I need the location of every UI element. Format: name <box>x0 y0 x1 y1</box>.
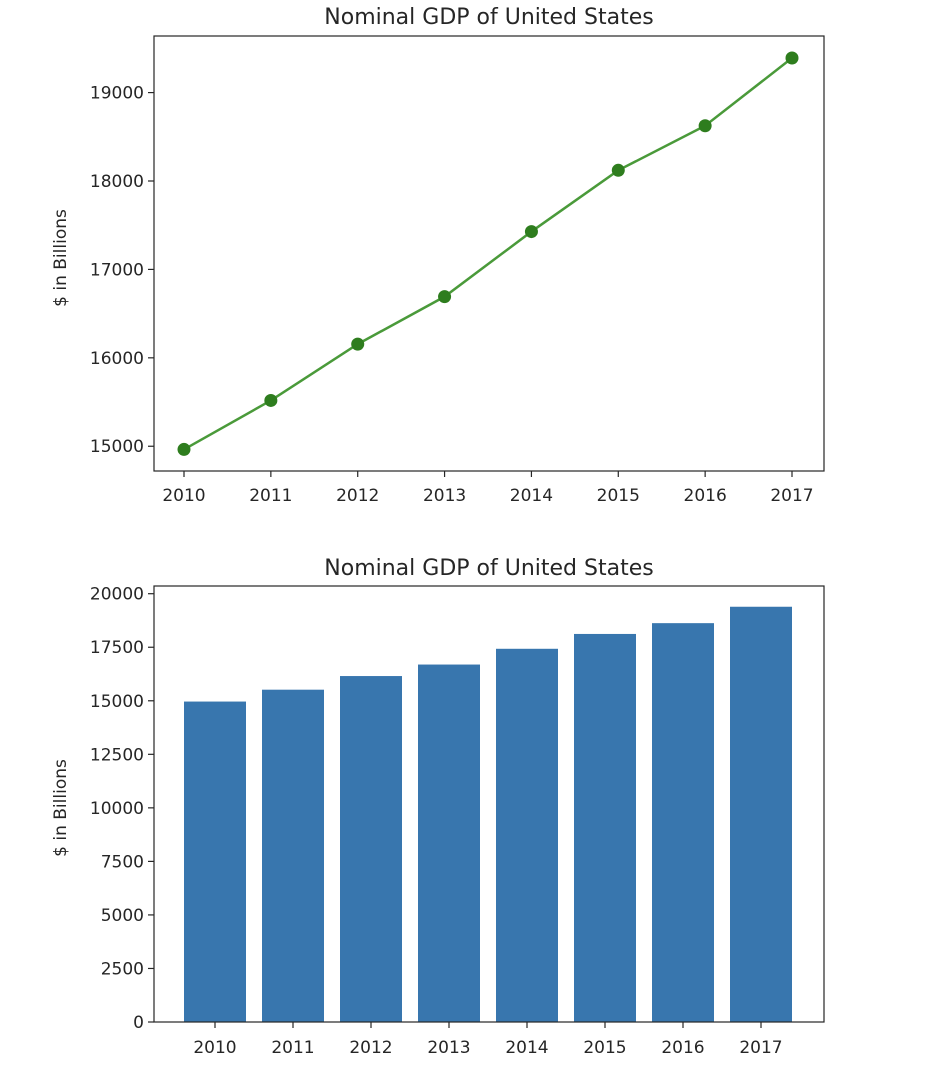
bar-chart-xtick-label: 2016 <box>661 1038 704 1058</box>
line-chart-ytick-label: 19000 <box>90 84 144 104</box>
line-chart-point <box>785 51 799 65</box>
bar-chart-xtick-label: 2010 <box>193 1038 236 1058</box>
line-chart-frame <box>153 35 825 472</box>
bar-chart-x-axis: 2010 2011 2012 2013 2014 2015 2016 2017 <box>193 1022 783 1058</box>
bar-chart-ytick-label: 15000 <box>90 692 144 712</box>
bar-chart-bar <box>652 623 714 1022</box>
bar-chart-xtick-label: 2013 <box>427 1038 470 1058</box>
line-chart-point <box>438 290 452 304</box>
line-chart-point <box>264 393 278 407</box>
line-chart-point <box>698 119 712 133</box>
line-chart-y-axis: 15000 16000 17000 18000 19000 <box>90 84 154 457</box>
bar-chart-ytick-label: 5000 <box>101 906 144 926</box>
bar-chart-bar <box>418 664 480 1022</box>
bar-chart-frame <box>153 585 825 1023</box>
line-chart-ylabel: $ in Billions <box>51 209 71 307</box>
bar-chart-xtick-label: 2015 <box>583 1038 626 1058</box>
bar-chart-xtick-label: 2011 <box>271 1038 314 1058</box>
line-chart-xtick-label: 2017 <box>770 486 813 506</box>
line-chart-x-axis: 2010 2011 2012 2013 2014 2015 2016 2017 <box>162 471 814 506</box>
bar-chart-xtick-label: 2014 <box>505 1038 548 1058</box>
bar-chart-ytick-label: 2500 <box>101 959 144 979</box>
bar-chart-xtick-label: 2017 <box>739 1038 782 1058</box>
line-chart-xtick-label: 2016 <box>684 486 727 506</box>
bar-chart-ytick-label: 0 <box>133 1013 144 1033</box>
line-chart-point <box>611 163 625 177</box>
bar-chart-ytick-label: 17500 <box>90 638 144 658</box>
line-chart-ytick-label: 18000 <box>90 172 144 192</box>
bar-chart-title: Nominal GDP of United States <box>324 556 653 581</box>
bar-chart-bar <box>340 676 402 1022</box>
line-chart-xtick-label: 2010 <box>162 486 205 506</box>
bar-chart-bar <box>496 648 558 1022</box>
bar-chart-ytick-label: 10000 <box>90 799 144 819</box>
bar-chart-ytick-label: 12500 <box>90 745 144 765</box>
line-chart-xtick-label: 2011 <box>249 486 292 506</box>
bar-chart-ytick-label: 20000 <box>90 585 144 605</box>
bar-chart-y-axis: 0 2500 5000 7500 10000 12500 15000 17500 20000 <box>90 585 154 1033</box>
bar-chart-bar <box>184 701 246 1022</box>
line-chart-xtick-label: 2015 <box>597 486 640 506</box>
line-chart-xtick-label: 2012 <box>336 486 379 506</box>
bar-chart-bar <box>574 633 636 1022</box>
line-chart-series-line <box>183 57 793 451</box>
line-chart-ytick-label: 16000 <box>90 349 144 369</box>
bar-chart-ytick-label: 7500 <box>101 852 144 872</box>
bar-chart-xtick-label: 2012 <box>349 1038 392 1058</box>
line-chart-ytick-label: 15000 <box>90 437 144 457</box>
line-chart-point <box>351 337 365 351</box>
bar-chart-ylabel: $ in Billions <box>51 759 71 857</box>
bar-chart-bar <box>730 606 792 1022</box>
line-chart-series <box>177 51 799 456</box>
line-chart-point <box>524 225 538 239</box>
bar-chart: Nominal GDP of United States $ in Billio… <box>51 556 825 1058</box>
line-chart-point <box>177 442 191 456</box>
line-chart-xtick-label: 2014 <box>510 486 553 506</box>
line-chart-title: Nominal GDP of United States <box>324 5 653 30</box>
bar-chart-series <box>184 606 792 1022</box>
line-chart-ytick-label: 17000 <box>90 260 144 280</box>
line-chart: Nominal GDP of United States $ in Billio… <box>51 5 825 506</box>
line-chart-xtick-label: 2013 <box>423 486 466 506</box>
bar-chart-bar <box>262 689 324 1022</box>
